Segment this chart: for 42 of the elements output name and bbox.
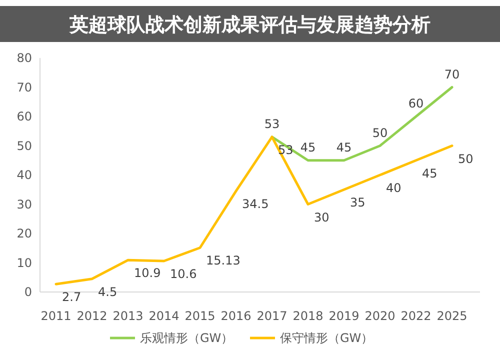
y-tick-label: 80 <box>16 51 32 65</box>
chart-title: 英超球队战术创新成果评估与发展趋势分析 <box>68 14 430 36</box>
data-label: 15.13 <box>206 254 240 268</box>
x-tick-label: 2014 <box>148 309 180 323</box>
x-tick-label: 2015 <box>184 309 216 323</box>
line-series <box>54 136 454 286</box>
data-label: 50 <box>458 152 474 166</box>
data-label: 70 <box>444 67 460 82</box>
data-label: 53 <box>264 116 280 131</box>
x-tick-label: 2020 <box>364 309 396 323</box>
x-tick-label: 2022 <box>400 309 432 323</box>
data-label: 60 <box>408 96 424 110</box>
x-tick-label: 2019 <box>328 309 360 323</box>
y-tick-label: 20 <box>16 226 32 240</box>
data-label: 34.5 <box>242 197 269 212</box>
y-tick-label: 30 <box>16 197 32 212</box>
x-tick-label: 2012 <box>76 309 108 323</box>
y-tick-label: 50 <box>16 138 32 153</box>
x-tick-label: 2016 <box>220 309 252 323</box>
data-label: 10.9 <box>134 266 161 280</box>
data-label: 50 <box>372 126 388 140</box>
data-label: 10.6 <box>170 266 197 281</box>
data-label: 35 <box>350 196 366 210</box>
y-tick-label: 10 <box>16 256 32 270</box>
y-tick-label: 40 <box>16 168 32 182</box>
data-label: 4.5 <box>98 284 118 299</box>
data-label: 30 <box>314 210 330 224</box>
y-tick-label: 60 <box>16 110 32 124</box>
data-label: 45 <box>300 140 316 154</box>
x-tick-label: 2011 <box>40 309 72 323</box>
x-tick-label: 2013 <box>112 309 144 323</box>
x-tick-label: 2018 <box>292 309 324 323</box>
y-tick-label: 0 <box>24 285 32 299</box>
x-tick-label: 2017 <box>256 309 288 323</box>
data-label: 40 <box>386 181 402 195</box>
legend-label: 乐观情形（GW） <box>140 331 234 345</box>
y-tick-label: 70 <box>16 80 32 94</box>
data-label: 45 <box>336 140 352 154</box>
data-label: 2.7 <box>62 290 82 304</box>
data-label: 45 <box>422 166 438 180</box>
legend-label: 保守情形（GW） <box>280 331 374 345</box>
x-tick-label: 2025 <box>436 309 468 323</box>
